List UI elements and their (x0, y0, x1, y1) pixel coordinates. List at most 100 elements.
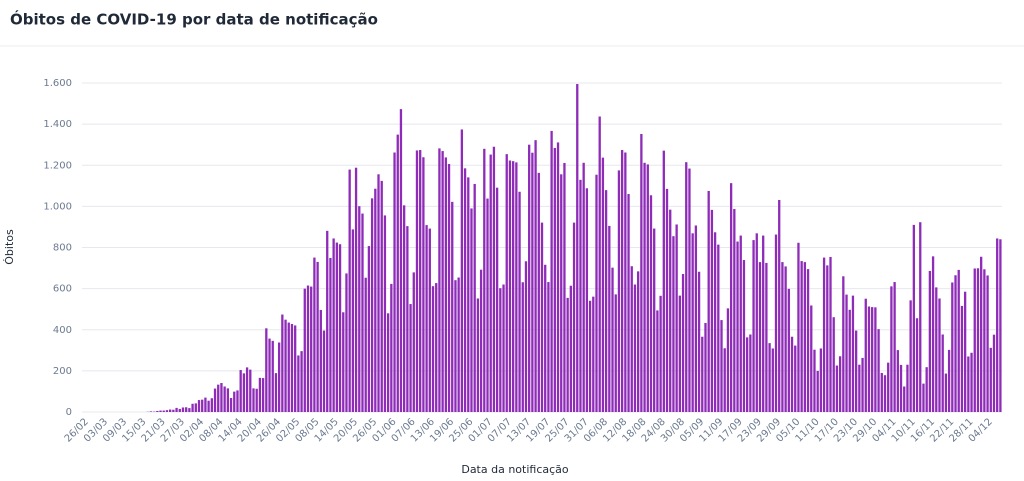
bar (204, 397, 207, 412)
bar (854, 330, 858, 412)
bar (983, 269, 986, 412)
bar (457, 277, 460, 412)
bar (608, 225, 611, 412)
bar (245, 367, 249, 412)
bar (396, 134, 399, 412)
bar (874, 307, 877, 412)
bar (431, 286, 435, 412)
bar (877, 329, 880, 412)
bar (511, 161, 515, 412)
bar (294, 325, 297, 412)
bar (669, 209, 672, 412)
bar (438, 148, 441, 413)
bar (842, 276, 845, 412)
bar (726, 308, 730, 412)
bar (826, 265, 829, 412)
bar (672, 236, 675, 412)
bar (540, 222, 544, 412)
bar (604, 190, 608, 412)
bar (374, 188, 377, 412)
bar (864, 298, 867, 412)
bar (560, 174, 563, 412)
y-tick-label: 1.200 (43, 160, 72, 171)
bar (338, 244, 342, 412)
bar (659, 295, 662, 412)
bar (473, 183, 476, 412)
bar (620, 150, 624, 412)
bar (992, 334, 996, 412)
bar (681, 274, 685, 412)
bar (409, 304, 412, 412)
bar (537, 172, 540, 412)
bar (880, 372, 883, 412)
bar (310, 286, 313, 412)
bar (367, 246, 371, 412)
bar (707, 190, 710, 412)
bar (800, 261, 803, 412)
bar (611, 267, 614, 412)
bar (370, 198, 374, 412)
bar (851, 295, 855, 412)
bar (185, 407, 188, 412)
bar (201, 399, 204, 412)
bar (813, 349, 816, 412)
bar (495, 187, 499, 412)
bar (345, 273, 348, 412)
y-axis-title: Óbitos (3, 229, 16, 265)
bar (460, 129, 464, 412)
bar (944, 373, 948, 412)
bar (749, 334, 752, 412)
bar (380, 180, 383, 412)
bar (383, 215, 387, 412)
bar (572, 222, 576, 412)
bar (300, 351, 303, 412)
bar (415, 150, 419, 412)
bar (643, 162, 646, 412)
bar (351, 229, 355, 412)
bar (422, 157, 425, 412)
bar (435, 283, 438, 412)
bar (159, 410, 162, 412)
bar (297, 355, 300, 412)
bar (752, 240, 755, 412)
bar (919, 222, 922, 412)
bar (861, 357, 864, 412)
bar (447, 164, 451, 412)
bar (640, 133, 643, 412)
bar (393, 152, 396, 412)
y-tick-label: 600 (53, 284, 72, 295)
bar (582, 162, 585, 412)
bar (287, 322, 290, 412)
bar (454, 280, 457, 412)
bar (492, 146, 496, 412)
bar (271, 340, 274, 412)
bar (274, 373, 278, 412)
bar (236, 390, 239, 412)
bar (569, 285, 573, 412)
bar (867, 306, 871, 412)
bar (515, 162, 518, 412)
bar (479, 269, 483, 412)
bar (303, 288, 306, 412)
bar (524, 261, 528, 412)
bar (486, 198, 489, 412)
bar (656, 310, 659, 412)
bar (467, 177, 470, 412)
bar (912, 224, 916, 412)
bar (710, 209, 714, 412)
bar (319, 310, 322, 412)
bar (217, 384, 220, 412)
bar (925, 367, 928, 412)
bar (544, 264, 547, 412)
bar (149, 411, 153, 412)
bar (819, 348, 823, 412)
bar (678, 295, 681, 412)
bar (794, 345, 797, 412)
bar (630, 266, 633, 412)
bar (665, 188, 669, 412)
bar (226, 388, 230, 412)
bar (213, 388, 217, 412)
bar (704, 322, 707, 412)
bar (476, 298, 480, 412)
bar (829, 256, 832, 412)
